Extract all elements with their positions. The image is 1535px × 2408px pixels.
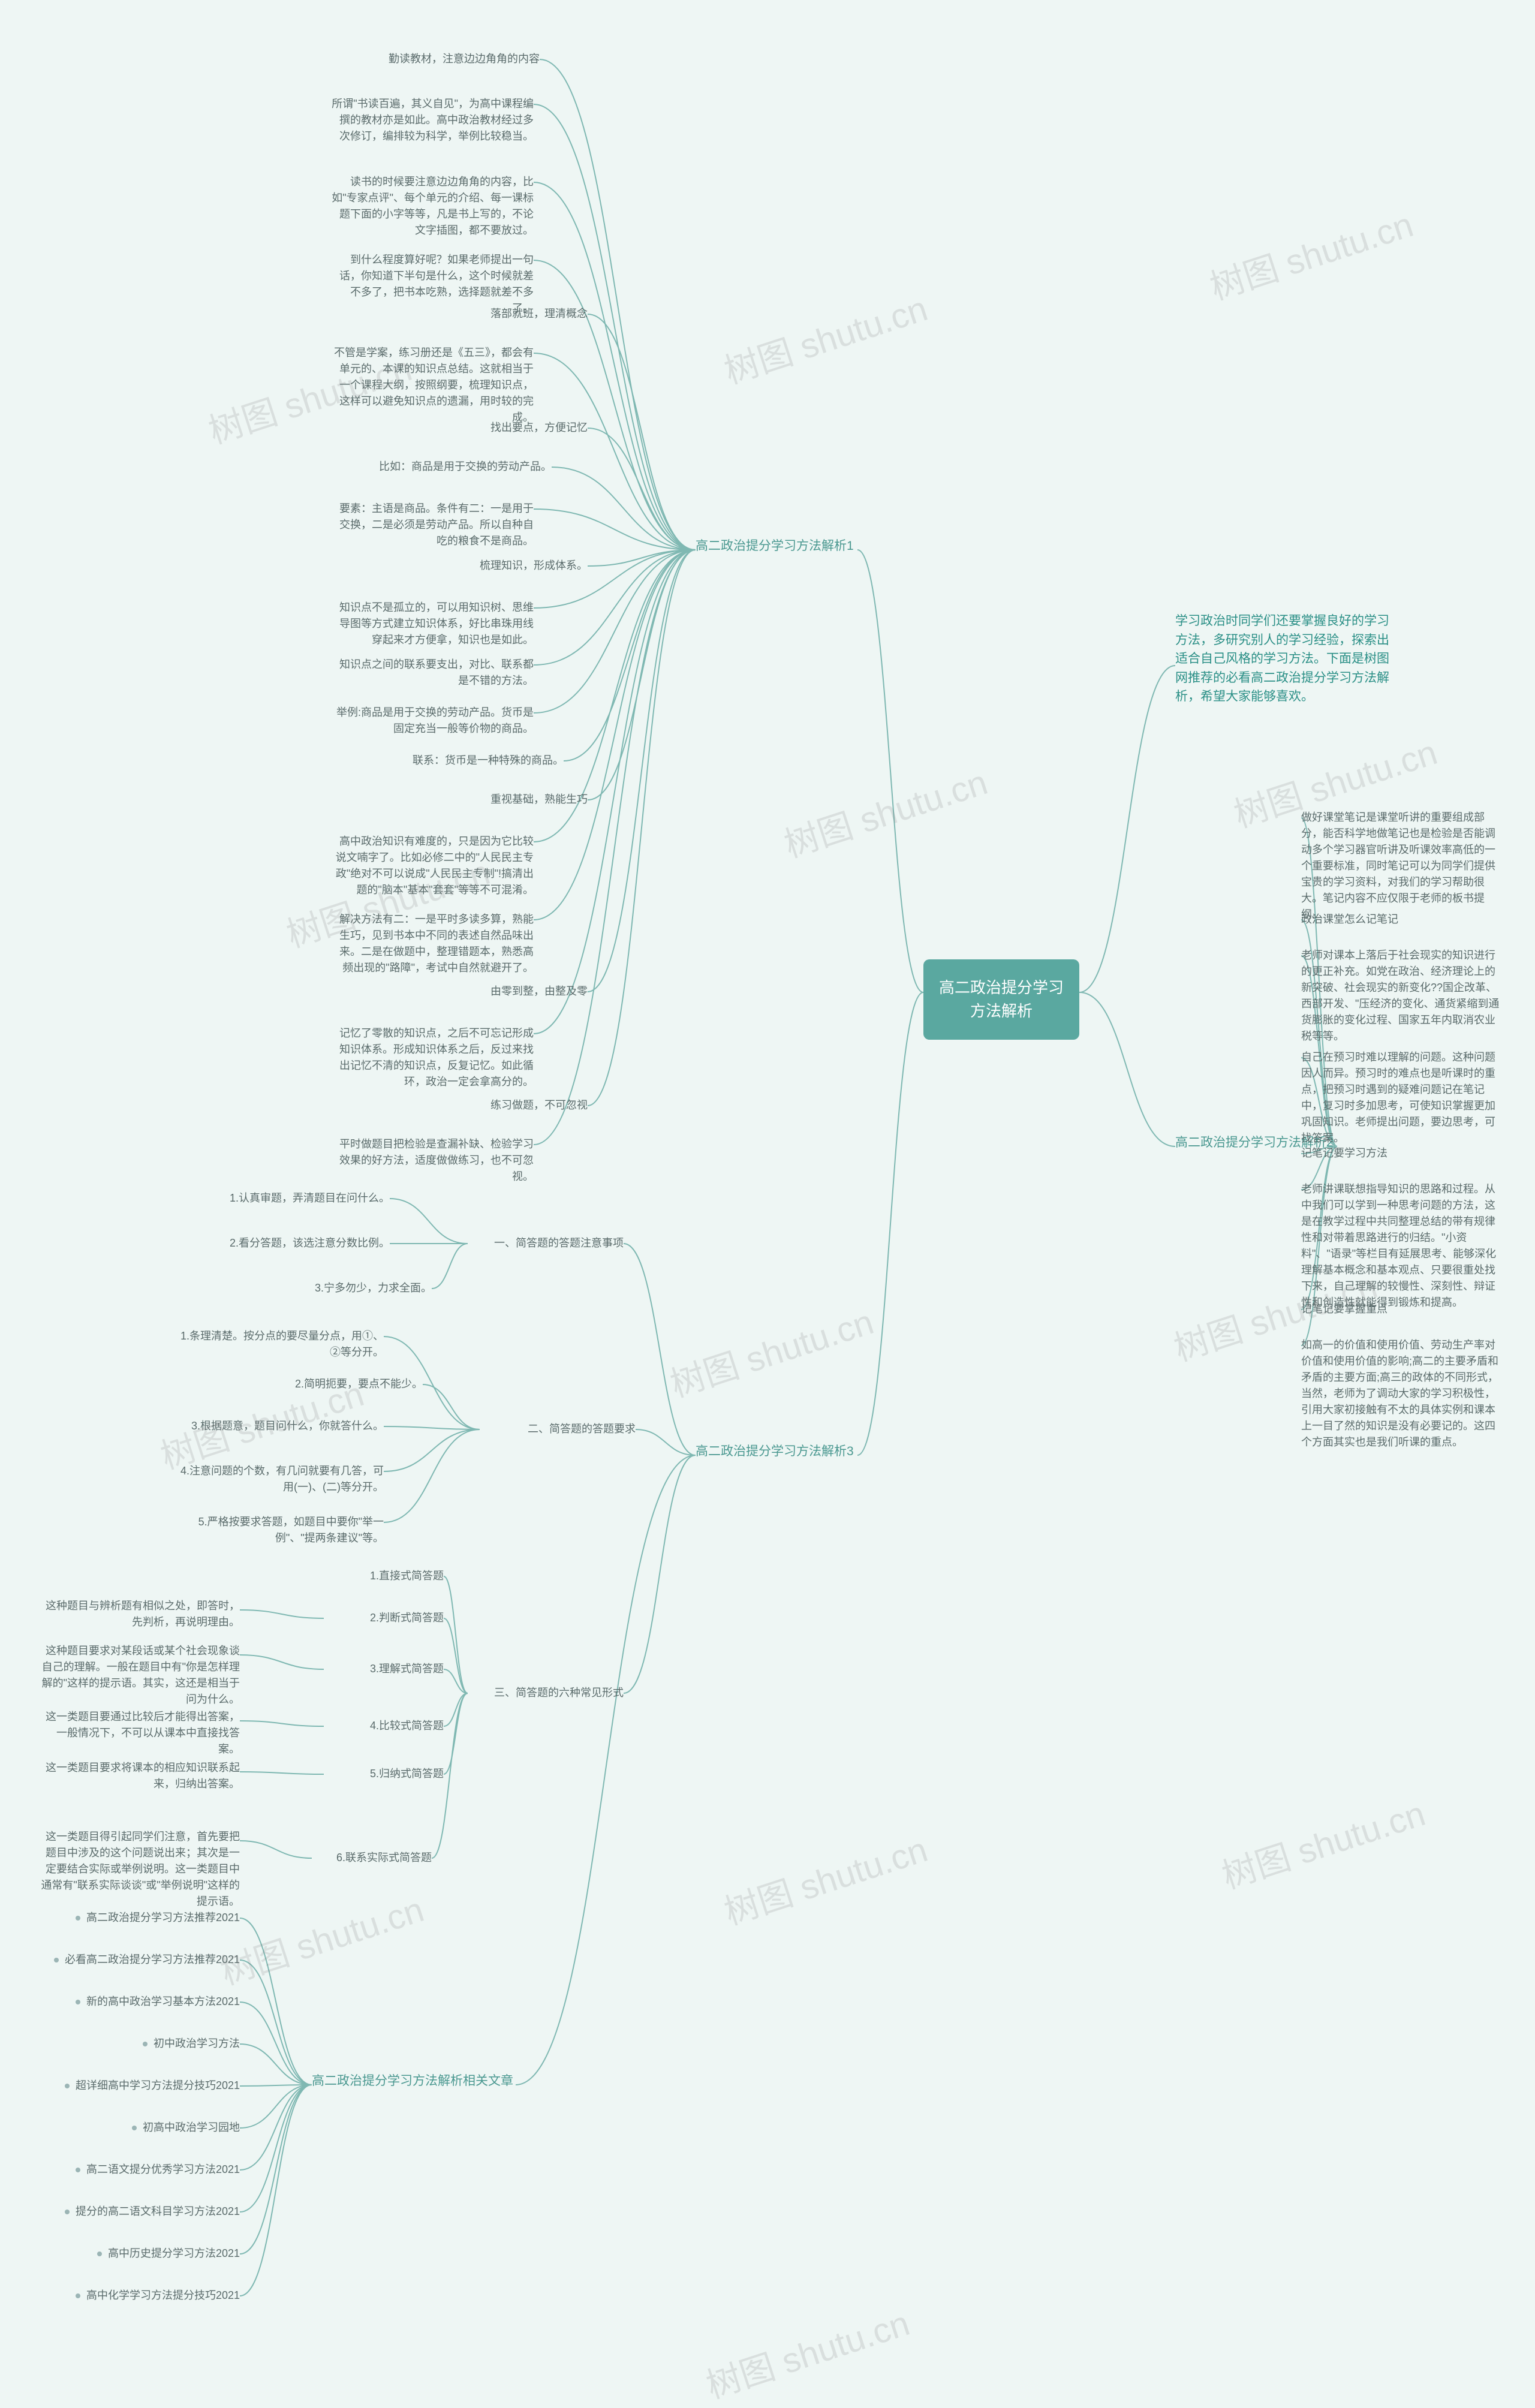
related-link-text: 超详细高中学习方法提分技巧2021 xyxy=(76,2079,240,2091)
branch3-form-label: 2.判断式简答题 xyxy=(324,1610,444,1626)
branch1-leaf: 所谓"书读百遍，其义自见"，为高中课程编撰的教材亦是如此。高中政治教材经过多次修… xyxy=(330,96,534,145)
branch1-label: 高二政治提分学习方法解析1 xyxy=(696,537,863,556)
branch3-subgroup-label: 二、简答题的答题要求 xyxy=(480,1421,636,1437)
root-node: 高二政治提分学习方法解析 xyxy=(923,959,1079,1040)
bullet-icon xyxy=(76,2293,80,2298)
related-link[interactable]: 初高中政治学习园地 xyxy=(24,2120,240,2136)
watermark: 树图 shutu.cn xyxy=(717,281,933,393)
branch1-leaf: 解决方法有二：一是平时多读多算，熟能生巧，见到书本中不同的表述自然品味出来。二是… xyxy=(330,911,534,976)
branch2-leaf: 记笔记要学习方法 xyxy=(1301,1145,1505,1161)
bullet-icon xyxy=(65,2210,70,2214)
branch1-leaf: 联系：货币是一种特殊的商品。 xyxy=(360,752,564,769)
branch2-leaf: 老师对课本上落后于社会现实的知识进行的更正补充。如党在政治、经济理论上的新突破、… xyxy=(1301,947,1505,1045)
branch1-leaf: 找出要点，方便记忆 xyxy=(384,420,588,436)
branch3-subgroup-label: 三、简答题的六种常见形式 xyxy=(468,1685,624,1701)
branch1-leaf: 举例:商品是用于交换的劳动产品。货币是固定充当一般等价物的商品。 xyxy=(330,705,534,737)
branch3-form-desc: 这一类题目要通过比较后才能得出答案，一般情况下，不可以从课本中直接找答案。 xyxy=(36,1709,240,1757)
branch1-leaf: 高中政治知识有难度的，只是因为它比较说文喃字了。比如必修二中的"人民民主专政"绝… xyxy=(330,833,534,898)
branch1-leaf: 要素：主语是商品。条件有二：一是用于交换，二是必须是劳动产品。所以自种自吃的粮食… xyxy=(330,501,534,549)
related-link-text: 高中化学学习方法提分技巧2021 xyxy=(86,2289,240,2301)
bullet-icon xyxy=(76,2000,80,2004)
branch3-form-desc: 这一类题目要求将课本的相应知识联系起来，归纳出答案。 xyxy=(36,1760,240,1792)
watermark: 树图 shutu.cn xyxy=(213,1882,429,1994)
branch2-leaf: 如高一的价值和使用价值、劳动生产率对价值和使用价值的影响;高二的主要矛盾和矛盾的… xyxy=(1301,1337,1505,1450)
bullet-icon xyxy=(132,2126,137,2130)
branch3-form-desc: 这种题目要求对某段话或某个社会现象谈自己的理解。一般在题目中有"你是怎样理解的"… xyxy=(36,1643,240,1708)
branch2-leaf: 政治课堂怎么记笔记 xyxy=(1301,911,1505,928)
watermark: 树图 shutu.cn xyxy=(717,1822,933,1934)
branch1-leaf: 知识点之间的联系要支出，对比、联系都是不错的方法。 xyxy=(330,657,534,689)
branch1-leaf: 知识点不是孤立的，可以用知识树、思维导图等方式建立知识体系，好比串珠用线穿起来才… xyxy=(330,600,534,648)
branch3-leaf: 3.根据题意，题目问什么，你就答什么。 xyxy=(180,1418,384,1434)
related-link[interactable]: 初中政治学习方法 xyxy=(24,2036,240,2052)
bullet-icon xyxy=(65,2084,70,2088)
bullet-icon xyxy=(54,1958,59,1962)
related-link-text: 新的高中政治学习基本方法2021 xyxy=(86,1995,240,2007)
bullet-icon xyxy=(76,2168,80,2172)
watermark: 树图 shutu.cn xyxy=(1215,1786,1431,1898)
branch2-leaf: 自己在预习时难以理解的问题。这种问题因人而异。预习时的难点也是听课时的重点，把预… xyxy=(1301,1049,1505,1146)
related-link-text: 初高中政治学习园地 xyxy=(143,2121,240,2133)
branch1-leaf: 练习做题，不可忽视 xyxy=(384,1097,588,1113)
related-link[interactable]: 超详细高中学习方法提分技巧2021 xyxy=(24,2078,240,2094)
branch1-leaf: 读书的时候要注意边边角角的内容，比如"专家点评"、每个单元的介绍、每一课标题下面… xyxy=(330,174,534,239)
branch3-leaf: 1.认真审题，弄清题目在问什么。 xyxy=(186,1190,390,1206)
related-link-text: 高中历史提分学习方法2021 xyxy=(108,2247,240,2259)
related-link[interactable]: 高二语文提分优秀学习方法2021 xyxy=(24,2162,240,2178)
related-link[interactable]: 新的高中政治学习基本方法2021 xyxy=(24,1994,240,2010)
branch3-form-desc: 这种题目与辨析题有相似之处，即答时，先判析，再说明理由。 xyxy=(36,1598,240,1630)
related-link[interactable]: 高中化学学习方法提分技巧2021 xyxy=(24,2287,240,2304)
related-link-text: 高二语文提分优秀学习方法2021 xyxy=(86,2163,240,2175)
branch1-leaf: 落部就班，理清概念 xyxy=(384,306,588,322)
related-link[interactable]: 高二政治提分学习方法推荐2021 xyxy=(24,1910,240,1926)
watermark: 树图 shutu.cn xyxy=(663,1294,879,1407)
watermark: 树图 shutu.cn xyxy=(699,2295,915,2408)
related-label: 高二政治提分学习方法解析相关文章 xyxy=(312,2072,516,2091)
related-link[interactable]: 提分的高二语文科目学习方法2021 xyxy=(24,2204,240,2220)
branch1-leaf: 记忆了零散的知识点，之后不可忘记形成知识体系。形成知识体系之后，反过来找出记忆不… xyxy=(330,1025,534,1090)
watermark: 树图 shutu.cn xyxy=(777,754,993,867)
related-link-text: 初中政治学习方法 xyxy=(154,2037,240,2049)
branch3-form-label: 4.比较式简答题 xyxy=(324,1718,444,1734)
related-link[interactable]: 高中历史提分学习方法2021 xyxy=(24,2246,240,2262)
branch1-leaf: 比如：商品是用于交换的劳动产品。 xyxy=(348,459,552,475)
bullet-icon xyxy=(97,2252,102,2256)
branch3-leaf: 3.宁多勿少，力求全面。 xyxy=(228,1280,432,1296)
branch3-leaf: 4.注意问题的个数，有几问就要有几答，可用(一)、(二)等分开。 xyxy=(180,1463,384,1495)
watermark: 树图 shutu.cn xyxy=(1203,197,1419,309)
related-link-text: 高二政治提分学习方法推荐2021 xyxy=(86,1912,240,1924)
branch1-leaf: 梳理知识，形成体系。 xyxy=(384,558,588,574)
related-link[interactable]: 必看高二政治提分学习方法推荐2021 xyxy=(24,1952,240,1968)
branch1-leaf: 不管是学案，练习册还是《五三》，都会有单元的、本课的知识点总结。这就相当于一个课… xyxy=(330,345,534,426)
bullet-icon xyxy=(143,2042,148,2046)
branch3-form-label: 5.归纳式简答题 xyxy=(324,1766,444,1782)
bullet-icon xyxy=(76,1916,80,1921)
branch1-leaf: 勤读教材，注意边边角角的内容 xyxy=(336,51,540,67)
branch2-leaf: 老师讲课联想指导知识的思路和过程。从中我们可以学到一种思考问题的方法，这是在教学… xyxy=(1301,1181,1505,1311)
related-link-text: 提分的高二语文科目学习方法2021 xyxy=(76,2205,240,2217)
branch3-form-label: 6.联系实际式简答题 xyxy=(312,1850,432,1866)
branch1-leaf: 重视基础，熟能生巧 xyxy=(384,791,588,808)
branch3-leaf: 2.简明扼要，要点不能少。 xyxy=(219,1376,423,1392)
branch3-form-label: 1.直接式简答题 xyxy=(324,1568,444,1584)
branch1-leaf: 平时做题目把检验是查漏补缺、检验学习效果的好方法，适度做做练习，也不可忽视。 xyxy=(330,1136,534,1185)
branch3-form-label: 3.理解式简答题 xyxy=(324,1661,444,1677)
branch1-leaf: 由零到整，由整及零 xyxy=(384,983,588,1000)
related-link-text: 必看高二政治提分学习方法推荐2021 xyxy=(65,1954,240,1965)
branch3-leaf: 5.严格按要求答题，如题目中要你"举一例"、"提两条建议"等。 xyxy=(180,1514,384,1546)
branch3-label: 高二政治提分学习方法解析3 xyxy=(696,1442,863,1461)
branch3-subgroup-label: 一、简答题的答题注意事项 xyxy=(468,1235,624,1251)
intro-text: 学习政治时同学们还要掌握良好的学习方法，多研究别人的学习经验，探索出适合自己风格… xyxy=(1175,612,1391,706)
branch2-leaf: 做好课堂笔记是课堂听讲的重要组成部分，能否科学地做笔记也是检验是否能调动多个学习… xyxy=(1301,809,1505,923)
branch3-leaf: 1.条理清楚。按分点的要尽量分点，用①、②等分开。 xyxy=(180,1328,384,1360)
branch3-leaf: 2.看分答题，该选注意分数比例。 xyxy=(186,1235,390,1251)
branch3-form-desc: 这一类题目得引起同学们注意，首先要把题目中涉及的这个问题说出来；其次是一定要结合… xyxy=(36,1829,240,1910)
branch2-leaf: 记笔记要掌握重点 xyxy=(1301,1301,1505,1317)
